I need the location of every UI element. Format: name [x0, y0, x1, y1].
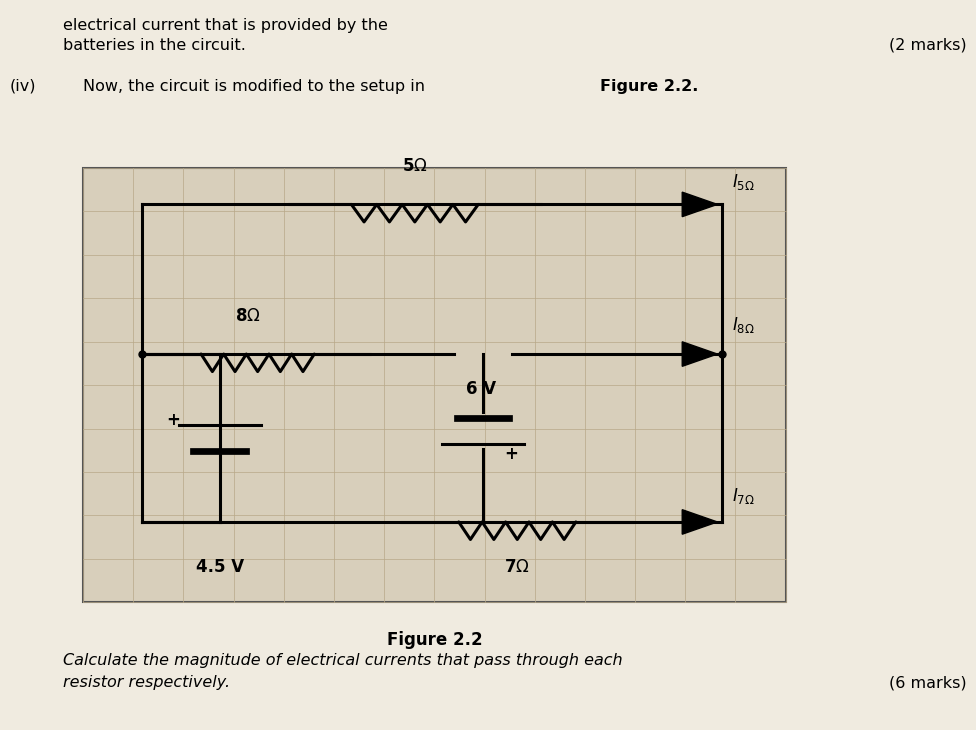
Text: Now, the circuit is modified to the setup in: Now, the circuit is modified to the setu… [83, 79, 430, 94]
Text: 5$\Omega$: 5$\Omega$ [402, 157, 427, 175]
Text: (iv): (iv) [10, 79, 36, 94]
Text: +: + [166, 411, 180, 429]
Text: 4.5 V: 4.5 V [195, 558, 244, 577]
Text: (6 marks): (6 marks) [888, 675, 966, 691]
Text: $I_{5\Omega}$: $I_{5\Omega}$ [732, 172, 754, 193]
Text: Figure 2.2.: Figure 2.2. [600, 79, 699, 94]
Polygon shape [682, 342, 717, 366]
Text: Calculate the magnitude of electrical currents that pass through each: Calculate the magnitude of electrical cu… [63, 653, 623, 669]
Text: $I_{7\Omega}$: $I_{7\Omega}$ [732, 486, 754, 507]
Text: batteries in the circuit.: batteries in the circuit. [63, 38, 246, 53]
Polygon shape [682, 510, 717, 534]
Text: 6 V: 6 V [467, 380, 496, 398]
Polygon shape [682, 192, 717, 217]
Text: $I_{8\Omega}$: $I_{8\Omega}$ [732, 315, 754, 335]
Text: +: + [505, 445, 518, 463]
Text: (2 marks): (2 marks) [888, 38, 966, 53]
Text: Figure 2.2: Figure 2.2 [386, 631, 482, 650]
Bar [83, 168, 786, 602]
Text: 7$\Omega$: 7$\Omega$ [505, 558, 530, 577]
Text: resistor respectively.: resistor respectively. [63, 675, 230, 691]
Text: 8$\Omega$: 8$\Omega$ [235, 307, 261, 325]
Text: electrical current that is provided by the: electrical current that is provided by t… [63, 18, 388, 34]
